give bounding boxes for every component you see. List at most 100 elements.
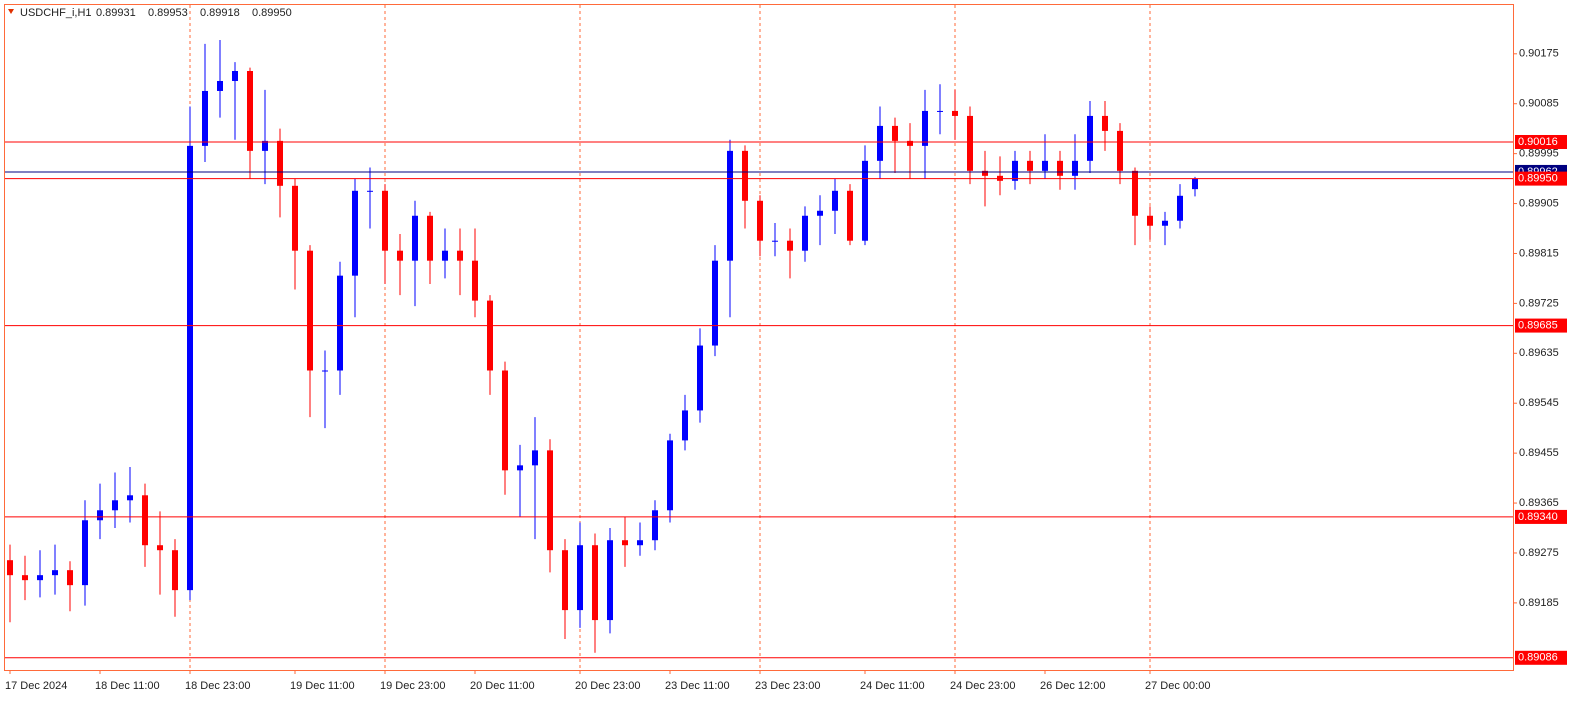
candle-body <box>937 110 943 112</box>
x-tick-label: 27 Dec 00:00 <box>1145 680 1210 692</box>
candle-body <box>247 71 253 151</box>
candle-body <box>592 545 598 621</box>
candle-body <box>772 240 778 242</box>
y-tick-label: 0.89635 <box>1519 347 1559 359</box>
candle-body <box>397 250 403 261</box>
candle-body <box>1162 220 1168 226</box>
candle-body <box>802 215 808 251</box>
candle-body <box>787 240 793 251</box>
candle-body <box>712 260 718 346</box>
candle-body <box>457 250 463 261</box>
level-label: 0.89685 <box>1518 319 1558 331</box>
candle-body <box>277 140 283 186</box>
candle-body <box>232 71 238 81</box>
candle-body <box>982 170 988 176</box>
candle-body <box>877 125 883 161</box>
candle-body <box>892 125 898 141</box>
y-tick-label: 0.89275 <box>1519 547 1559 559</box>
x-tick-label: 24 Dec 23:00 <box>950 680 1015 692</box>
y-tick-label: 0.89185 <box>1519 597 1559 609</box>
x-tick-label: 17 Dec 2024 <box>5 680 67 692</box>
candle-body <box>1027 160 1033 171</box>
candle-body <box>517 465 523 471</box>
candle-body <box>337 275 343 371</box>
symbol: USDCHF_i,H1 <box>20 7 92 19</box>
y-tick-label: 0.89905 <box>1519 197 1559 209</box>
candle-body <box>1042 160 1048 171</box>
candle-body <box>697 345 703 411</box>
y-tick-label: 0.89365 <box>1519 497 1559 509</box>
candle-body <box>862 160 868 241</box>
candle-body <box>1117 130 1123 171</box>
candle-body <box>1072 160 1078 176</box>
level-label: 0.89086 <box>1518 652 1558 664</box>
candle-body <box>562 550 568 611</box>
plot-frame <box>4 4 1514 671</box>
candle-body <box>37 575 43 581</box>
candle-body <box>187 145 193 591</box>
candle-body <box>367 190 373 192</box>
level-label: 0.89950 <box>1518 173 1558 185</box>
candle-body <box>757 200 763 241</box>
y-tick-label: 0.89815 <box>1519 247 1559 259</box>
candle-body <box>472 260 478 301</box>
candle-body <box>967 115 973 171</box>
symbol-arrow <box>8 9 14 14</box>
y-tick-label: 0.89545 <box>1519 397 1559 409</box>
level-label: 0.90016 <box>1518 136 1558 148</box>
candle-body <box>547 450 553 551</box>
level-box <box>1515 318 1567 333</box>
candle-body <box>907 140 913 146</box>
candle-body <box>52 570 58 576</box>
x-tick-label: 23 Dec 11:00 <box>665 680 730 692</box>
candle-body <box>667 440 673 511</box>
candle-body <box>412 215 418 261</box>
header-open: 0.89931 <box>96 7 136 19</box>
candle-body <box>307 250 313 371</box>
candle-body <box>1087 115 1093 161</box>
x-tick-label: 18 Dec 11:00 <box>95 680 160 692</box>
level-label: 0.89340 <box>1518 511 1558 523</box>
candle-body <box>607 540 613 621</box>
candle-body <box>262 140 268 151</box>
x-tick-label: 23 Dec 23:00 <box>755 680 820 692</box>
candle-body <box>742 150 748 201</box>
candle-body <box>82 520 88 586</box>
candle-body <box>682 410 688 441</box>
candle-body <box>922 110 928 146</box>
y-tick-label: 0.90085 <box>1519 98 1559 110</box>
x-tick-label: 20 Dec 23:00 <box>575 680 640 692</box>
candle-body <box>202 90 208 146</box>
header-high: 0.89953 <box>148 7 188 19</box>
candle-body <box>322 370 328 372</box>
candle-body <box>442 250 448 261</box>
level-box <box>1515 509 1567 524</box>
candle-body <box>1147 215 1153 226</box>
header-close: 0.89950 <box>252 7 292 19</box>
x-tick-label: 18 Dec 23:00 <box>185 680 250 692</box>
candle-body <box>67 570 73 586</box>
header-low: 0.89918 <box>200 7 240 19</box>
candle-body <box>652 510 658 541</box>
x-tick-label: 24 Dec 11:00 <box>860 680 925 692</box>
candle-body <box>22 575 28 581</box>
candle-body <box>112 500 118 511</box>
level-box <box>1515 650 1567 665</box>
candle-body <box>817 210 823 216</box>
y-tick-label: 0.89725 <box>1519 297 1559 309</box>
candle-body <box>1132 170 1138 216</box>
candle-body <box>127 495 133 501</box>
y-tick-label: 0.89455 <box>1519 447 1559 459</box>
candle-body <box>217 80 223 91</box>
candle-body <box>7 560 13 576</box>
candle-body <box>637 540 643 546</box>
candle-body <box>847 190 853 241</box>
candle-body <box>157 545 163 551</box>
y-tick-label: 0.90175 <box>1519 48 1559 60</box>
candle-body <box>172 550 178 591</box>
candle-body <box>487 300 493 371</box>
candle-body <box>1192 178 1198 190</box>
candle-body <box>1012 160 1018 181</box>
candle-body <box>292 185 298 251</box>
